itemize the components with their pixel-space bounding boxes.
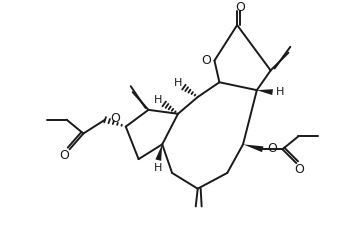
Text: O: O [201,54,211,67]
Text: H: H [174,78,182,88]
Polygon shape [156,144,162,161]
Text: O: O [110,112,120,125]
Text: H: H [154,163,162,173]
Text: O: O [268,142,278,155]
Text: O: O [235,1,245,14]
Text: H: H [154,95,162,105]
Text: O: O [60,149,70,162]
Polygon shape [257,89,273,95]
Text: H: H [276,87,285,97]
Text: O: O [294,164,304,177]
Polygon shape [243,144,263,152]
